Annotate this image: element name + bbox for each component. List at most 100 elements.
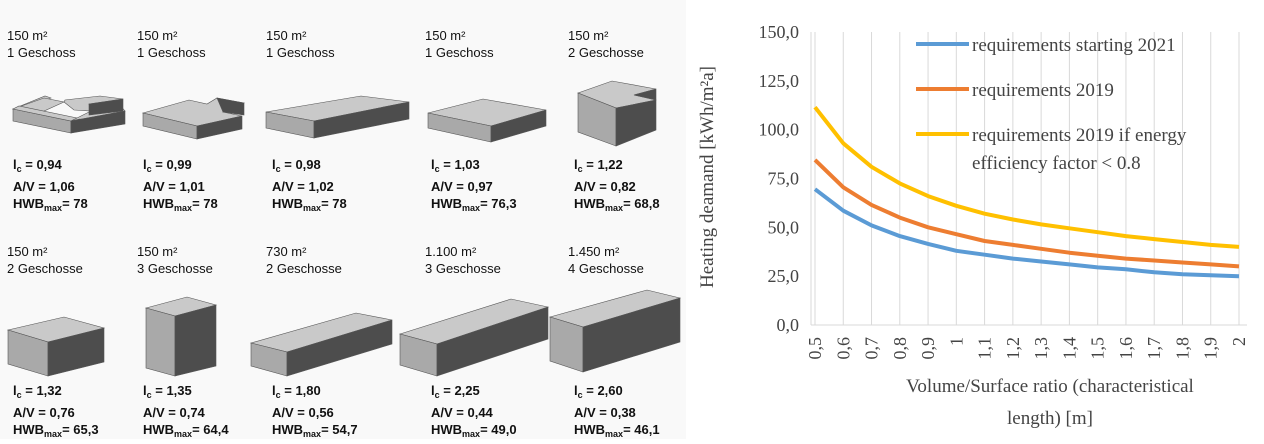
hwb-value: = 76,3 — [480, 196, 517, 211]
characteristic-length: lc = 1,22 — [574, 156, 660, 178]
av-ratio: A/V = 0,38 — [574, 405, 636, 420]
x-axis-title-line-1: Volume/Surface ratio (characteristical — [906, 376, 1194, 397]
building-shape-flat-icon — [427, 98, 547, 143]
lc-value: = 1,80 — [280, 383, 321, 398]
legend-label-1: requirements 2019 — [972, 80, 1114, 101]
av-ratio: A/V = 0,76 — [13, 405, 75, 420]
x-tick-label: 0,6 — [833, 337, 853, 360]
lc-symbol: l — [143, 157, 147, 172]
building-stats: lc = 1,80 A/V = 0,56 HWBmax= 54,7 — [272, 382, 358, 443]
y-tick-label: 125,0 — [759, 71, 800, 91]
shape-face-side — [633, 88, 657, 101]
building-shape-longflat-icon — [265, 95, 410, 139]
lc-subscript: c — [16, 164, 22, 174]
x-tick-label: 1,4 — [1059, 337, 1079, 360]
lc-value: = 0,99 — [151, 157, 192, 172]
building-area: 150 m² — [425, 28, 466, 43]
lc-subscript: c — [434, 164, 440, 174]
building-floors: 2 Geschosse — [7, 261, 83, 276]
hwb-max: HWBmax= 78 — [272, 195, 347, 217]
y-tick-label: 0,0 — [777, 315, 800, 335]
y-axis-title: Heating deamand [kWh/m²a] — [697, 66, 718, 288]
av-ratio: A/V = 0,97 — [431, 179, 493, 194]
building-shapes-panel: 150 m² 1 Geschoss lc = 0,94 A/V = 1,06 HWBma… — [6, 27, 682, 439]
building-floors: 1 Geschoss — [7, 45, 76, 60]
y-tick-label: 25,0 — [768, 266, 800, 286]
hwb-symbol: HWB — [272, 196, 304, 211]
building-stats: lc = 0,94 A/V = 1,06 HWBmax= 78 — [13, 156, 88, 217]
building-heading: 150 m² 1 Geschoss — [425, 27, 494, 61]
building-shape-ushape-icon — [12, 95, 126, 134]
series-line-1 — [813, 158, 1240, 269]
av-ratio: A/V = 0,56 — [272, 405, 334, 420]
legend-label-0: requirements starting 2021 — [972, 35, 1176, 56]
shape-face-side — [88, 98, 124, 116]
building-stats: lc = 1,32 A/V = 0,76 HWBmax= 65,3 — [13, 382, 99, 443]
building-area: 1.100 m² — [425, 244, 477, 259]
chart-canvas: 0,0 25,0 50,0 75,0 100,0 125,0 150,0 0,5 0,6 0,7… — [697, 22, 1249, 429]
hwb-max: HWBmax= 46,1 — [574, 421, 660, 443]
y-tick-label: 75,0 — [768, 169, 800, 189]
hwb-value: = 46,1 — [623, 422, 660, 437]
building-floors: 1 Geschoss — [425, 45, 494, 60]
heating-demand-chart: 0,0 25,0 50,0 75,0 100,0 125,0 150,0 0,5 0,6 0,7… — [686, 0, 1264, 439]
hwb-max: HWBmax= 64,4 — [143, 421, 229, 443]
shape-face-side — [615, 99, 657, 147]
characteristic-length: lc = 2,60 — [574, 382, 660, 404]
building-area: 150 m² — [137, 28, 178, 43]
lc-symbol: l — [13, 157, 17, 172]
building-heading: 1.450 m² 4 Geschosse — [568, 243, 644, 277]
x-tick-label: 0,8 — [890, 337, 910, 360]
lc-value: = 0,94 — [21, 157, 62, 172]
lc-value: = 1,22 — [582, 157, 623, 172]
characteristic-length: lc = 0,94 — [13, 156, 88, 178]
hwb-value: = 78 — [321, 196, 347, 211]
building-floors: 4 Geschosse — [568, 261, 644, 276]
building-heading: 150 m² 1 Geschoss — [137, 27, 206, 61]
building-area: 150 m² — [7, 28, 48, 43]
av-ratio: A/V = 0,44 — [431, 405, 493, 420]
hwb-symbol: HWB — [431, 422, 463, 437]
hwb-subscript: max — [174, 203, 193, 213]
legend-label-2: efficiency factor < 0.8 — [972, 153, 1141, 174]
grid — [810, 32, 1247, 326]
building-area: 150 m² — [137, 244, 178, 259]
building-shape-long3-icon — [398, 298, 550, 377]
building-shape-long2-icon — [249, 312, 393, 377]
lc-symbol: l — [574, 157, 578, 172]
av-ratio: A/V = 0,82 — [574, 179, 636, 194]
x-tick-label: 1,5 — [1088, 337, 1108, 360]
y-tick-label: 100,0 — [759, 120, 800, 140]
hwb-max: HWBmax= 78 — [13, 195, 88, 217]
characteristic-length: lc = 1,03 — [431, 156, 517, 178]
hwb-value: = 65,3 — [62, 422, 99, 437]
lc-subscript: c — [434, 390, 440, 400]
hwb-value: = 64,4 — [192, 422, 229, 437]
series-line-0 — [813, 187, 1240, 279]
building-area: 1.450 m² — [568, 244, 620, 259]
shape-face-side — [174, 304, 217, 377]
lc-value: = 0,98 — [280, 157, 321, 172]
x-tick-label: 2 — [1229, 337, 1249, 346]
hwb-value: = 78 — [192, 196, 218, 211]
building-shape-lshape-icon — [141, 97, 246, 140]
building-shape-lcube-icon — [577, 80, 657, 147]
lc-subscript: c — [577, 390, 583, 400]
av-ratio: A/V = 1,01 — [143, 179, 205, 194]
characteristic-length: lc = 0,99 — [143, 156, 218, 178]
x-tick-label: 0,7 — [862, 337, 882, 360]
lc-symbol: l — [143, 383, 147, 398]
hwb-max: HWBmax= 68,8 — [574, 195, 660, 217]
building-stats: lc = 1,22 A/V = 0,82 HWBmax= 68,8 — [574, 156, 660, 217]
hwb-subscript: max — [605, 203, 624, 213]
hwb-symbol: HWB — [143, 196, 175, 211]
hwb-max: HWBmax= 49,0 — [431, 421, 517, 443]
hwb-subscript: max — [44, 203, 63, 213]
hwb-value: = 78 — [62, 196, 88, 211]
lc-subscript: c — [146, 164, 152, 174]
hwb-symbol: HWB — [143, 422, 175, 437]
building-heading: 730 m² 2 Geschosse — [266, 243, 342, 277]
building-floors: 3 Geschosse — [137, 261, 213, 276]
building-floors: 1 Geschoss — [266, 45, 335, 60]
y-tick-label: 150,0 — [759, 22, 800, 42]
